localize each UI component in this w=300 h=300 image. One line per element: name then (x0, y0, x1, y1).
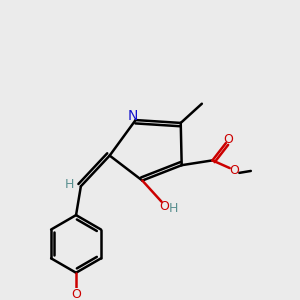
Text: O: O (71, 288, 81, 300)
Text: N: N (128, 109, 138, 123)
Text: O: O (230, 164, 239, 177)
Text: H: H (168, 202, 178, 215)
Text: O: O (223, 133, 233, 146)
Text: O: O (160, 200, 169, 213)
Text: H: H (64, 178, 74, 191)
